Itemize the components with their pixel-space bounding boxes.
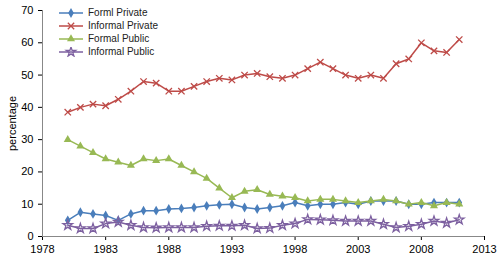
- svg-text:1983: 1983: [93, 243, 117, 255]
- svg-text:10: 10: [21, 198, 33, 210]
- svg-text:1988: 1988: [157, 243, 181, 255]
- html-text:Informal Private: Informal Private: [88, 20, 158, 31]
- svg-text:60: 60: [21, 36, 33, 48]
- svg-text:1993: 1993: [220, 243, 244, 255]
- svg-text:70: 70: [21, 4, 33, 16]
- html-text:Formal Public: Formal Public: [88, 33, 150, 44]
- svg-text:30: 30: [21, 133, 33, 145]
- html-text:Forml Private: Forml Private: [88, 7, 148, 18]
- html-text:Informal Public: Informal Public: [88, 46, 155, 57]
- svg-text:2003: 2003: [346, 243, 370, 255]
- svg-text:0: 0: [27, 230, 33, 242]
- svg-text:2013: 2013: [472, 243, 496, 255]
- svg-text:50: 50: [21, 69, 33, 81]
- svg-text:20: 20: [21, 165, 33, 177]
- svg-text:1998: 1998: [283, 243, 307, 255]
- svg-text:2008: 2008: [409, 243, 433, 255]
- svg-text:percentage: percentage: [6, 96, 18, 151]
- svg-text:1978: 1978: [30, 243, 54, 255]
- svg-text:40: 40: [21, 101, 33, 113]
